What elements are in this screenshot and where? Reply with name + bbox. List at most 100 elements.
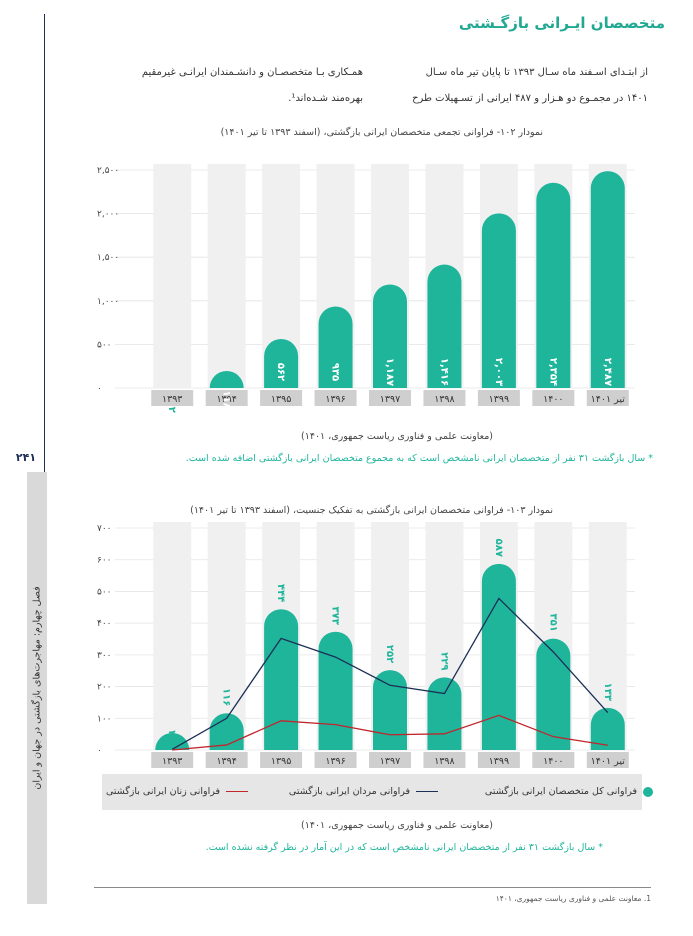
bar-value-label: ۲,۴۸۷ (602, 358, 613, 386)
x-tick-label: ۱۳۹۵ (271, 756, 291, 767)
x-tick-label: تیر ۱۴۰۱ (591, 394, 626, 405)
y-tick-label: ۶۰۰ (97, 556, 112, 566)
category-label-box (532, 752, 575, 768)
category-label-box (314, 390, 357, 406)
x-tick-label: ۱۳۹۸ (434, 394, 454, 405)
legend-label-men: فراوانی مردان ایرانی بازگشتی (288, 786, 410, 797)
x-tick-label: ۱۳۹۶ (325, 756, 345, 767)
bar-value-label: ۳۵۱ (547, 614, 558, 632)
y-tick-label: ۵۰۰ (97, 340, 112, 350)
category-label-box (586, 752, 629, 768)
category-label-box (423, 752, 466, 768)
page-title: متخصصان ایـرانی بازگـشتی (458, 14, 665, 32)
x-tick-label: ۱۴۰۰ (543, 394, 563, 405)
x-tick-label: ۱۳۹۹ (489, 756, 509, 767)
category-label-box (314, 752, 357, 768)
category-label-box (369, 752, 411, 768)
bar-value-label: ۲ (166, 730, 177, 736)
y-tick-label: ۱۰۰ (97, 714, 112, 724)
bar-value-label: ۱۱۸ (221, 391, 232, 409)
footnote: 1. معاونت علمی و فناوری ریاست جمهوری، ۱۴… (495, 894, 651, 903)
column-background (153, 164, 192, 388)
bar-value-label: ۲,۰۰۳ (493, 358, 504, 386)
intro-left-line-1: همـکاری بـا متخصصـان و دانشـمندان ایرانـ… (141, 67, 363, 78)
x-tick-label: ۱۳۹۵ (271, 394, 291, 405)
bar-value-label: ۱,۴۱۶ (438, 358, 449, 386)
category-label-box (151, 752, 194, 768)
x-tick-label: ۱۴۰۰ (543, 756, 563, 767)
column-background (207, 164, 246, 388)
legend-dot-icon (643, 786, 653, 797)
y-tick-label: ۵۰۰ (97, 587, 112, 597)
bar-value-label: ۱۳۳ (602, 683, 613, 701)
y-tick-label: ۱,۵۰۰ (97, 253, 119, 263)
bar (590, 707, 625, 750)
bar-value-label: ۹۳۵ (330, 363, 341, 381)
bar (481, 563, 516, 750)
bar-value-label: ۵۶۲ (275, 363, 286, 381)
category-label-box (532, 390, 575, 406)
bar (427, 264, 462, 388)
chart1-source: (معاونت علمی و فناوری ریاست جمهوری، ۱۴۰۱… (301, 431, 493, 442)
category-label-box (369, 390, 411, 406)
men-series-line (171, 597, 609, 750)
x-tick-label: ۱۳۹۶ (325, 394, 345, 405)
chart2-source: (معاونت علمی و فناوری ریاست جمهوری، ۱۴۰۱… (301, 820, 493, 831)
intro-left-column: همـکاری بـا متخصصـان و دانشـمندان ایرانـ… (113, 60, 363, 112)
y-tick-label: ۴۰۰ (97, 619, 112, 629)
intro-right-line-1: از ابتـدای اسـفند ماه سـال ۱۳۹۳ تا پایان… (425, 67, 648, 78)
chapter-rail (27, 472, 47, 904)
x-tick-label: ۱۳۹۹ (489, 394, 509, 405)
legend-label-total: فراوانی کل متخصصان ایرانی بازگشتی (484, 786, 637, 797)
intro-right-line-2: ۱۴۰۱ در مجمـوع دو هـزار و ۴۸۷ ایرانی از … (412, 93, 648, 104)
x-tick-label: ۱۳۹۳ (162, 756, 182, 767)
women-series-line (172, 714, 608, 751)
category-label-box (205, 390, 248, 406)
bar-value-label: ۲,۳۵۴ (547, 358, 558, 386)
bar (318, 631, 353, 750)
footnote-rule (94, 887, 651, 888)
bar-value-label: ۲ (166, 407, 177, 413)
left-rail-line (44, 14, 45, 884)
bar-value-label: ۲۲۹ (438, 652, 449, 670)
bar-value-label: ۴۴۴ (275, 584, 286, 602)
intro-right-column: از ابتـدای اسـفند ماه سـال ۱۳۹۳ تا پایان… (388, 60, 648, 112)
y-tick-label: ۲۰۰ (97, 683, 112, 693)
bar-value-label: ۵۸۷ (493, 539, 504, 557)
y-tick-label: ۰ (97, 746, 102, 756)
bar-value-label: ۱,۱۸۷ (384, 358, 395, 386)
bar (264, 338, 299, 388)
legend-line-women-icon (226, 790, 248, 793)
chart1-note: * سال بازگشت ۳۱ نفر از متخصصان ایرانی نا… (185, 453, 653, 464)
category-label-box (423, 390, 466, 406)
category-label-box (151, 390, 194, 406)
bar (427, 677, 462, 750)
bar (155, 733, 190, 750)
bar (373, 284, 407, 388)
y-tick-label: ۰ (97, 384, 102, 394)
y-tick-label: ۳۰۰ (97, 651, 112, 661)
y-tick-label: ۲,۵۰۰ (97, 166, 119, 176)
bar-value-label: ۲۵۲ (384, 645, 395, 663)
column-background (153, 522, 192, 750)
category-label-box (586, 390, 629, 406)
x-tick-label: ۱۳۹۴ (216, 394, 236, 405)
bar (373, 670, 407, 750)
bar (318, 306, 353, 388)
column-background (207, 522, 246, 750)
x-tick-label: ۱۳۹۳ (162, 394, 182, 405)
category-label-box (205, 752, 248, 768)
legend-item-total: فراوانی کل متخصصان ایرانی بازگشتی (485, 786, 653, 797)
category-label-box (477, 390, 520, 406)
legend-item-men: فراوانی مردان ایرانی بازگشتی (289, 786, 438, 797)
y-tick-label: ۱,۰۰۰ (97, 297, 119, 307)
legend-item-women: فراوانی زنان ایرانی بازگشتی (106, 786, 248, 797)
x-tick-label: ۱۳۹۴ (216, 756, 236, 767)
chart1-caption: نمودار ۱۰۲- فراوانی تجمعی متخصصان ایرانی… (220, 127, 543, 138)
y-tick-label: ۲,۰۰۰ (97, 210, 119, 220)
category-label-box (477, 752, 520, 768)
bar (481, 213, 516, 388)
bar-value-label: ۱۱۶ (221, 688, 232, 706)
category-label-box (260, 752, 303, 768)
